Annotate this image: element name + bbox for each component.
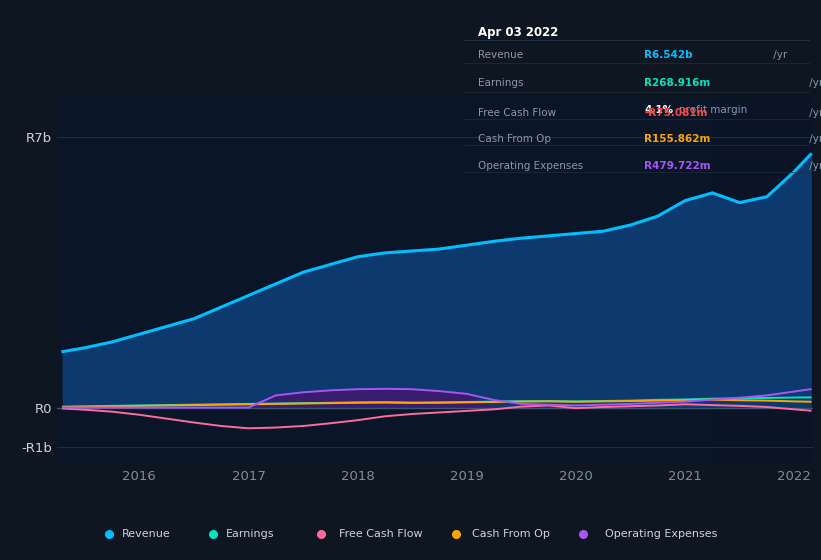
Text: /yr: /yr: [770, 50, 787, 59]
Text: Earnings: Earnings: [226, 529, 274, 539]
Bar: [713, 98, 816, 462]
Text: 4.1%: 4.1%: [644, 105, 673, 115]
Text: Cash From Op: Cash From Op: [472, 529, 549, 539]
Text: Free Cash Flow: Free Cash Flow: [339, 529, 423, 539]
Text: Apr 03 2022: Apr 03 2022: [478, 26, 558, 39]
Text: R479.722m: R479.722m: [644, 161, 711, 171]
Text: /yr: /yr: [806, 134, 821, 144]
Text: Earnings: Earnings: [478, 78, 523, 88]
Text: /yr: /yr: [806, 161, 821, 171]
Text: Revenue: Revenue: [478, 50, 523, 59]
Text: Cash From Op: Cash From Op: [478, 134, 551, 144]
Text: profit margin: profit margin: [679, 105, 747, 115]
Text: Free Cash Flow: Free Cash Flow: [478, 108, 556, 118]
Text: -R75.081m: -R75.081m: [644, 108, 708, 118]
Text: R268.916m: R268.916m: [644, 78, 710, 88]
Text: /yr: /yr: [806, 108, 821, 118]
Text: R155.862m: R155.862m: [644, 134, 710, 144]
Text: Revenue: Revenue: [122, 529, 171, 539]
Text: Operating Expenses: Operating Expenses: [605, 529, 718, 539]
Text: Operating Expenses: Operating Expenses: [478, 161, 583, 171]
Text: R6.542b: R6.542b: [644, 50, 693, 59]
Text: /yr: /yr: [806, 78, 821, 88]
